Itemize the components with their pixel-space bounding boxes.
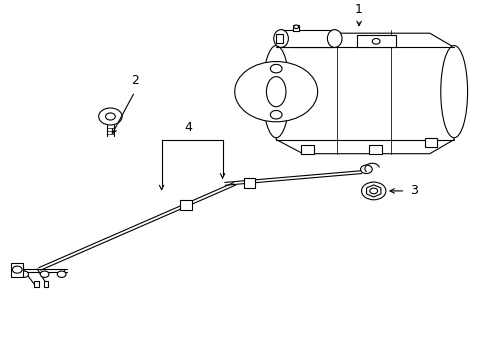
Circle shape xyxy=(360,165,371,174)
Bar xyxy=(243,178,255,188)
Bar xyxy=(293,26,299,31)
Text: 1: 1 xyxy=(354,3,362,16)
Text: 3: 3 xyxy=(409,184,417,197)
Circle shape xyxy=(12,266,22,273)
Polygon shape xyxy=(103,111,117,122)
Ellipse shape xyxy=(440,46,467,138)
Circle shape xyxy=(105,113,115,120)
Bar xyxy=(281,30,334,48)
Circle shape xyxy=(308,39,316,44)
Circle shape xyxy=(234,62,317,122)
Bar xyxy=(356,35,395,48)
Circle shape xyxy=(270,64,282,73)
Circle shape xyxy=(20,271,28,278)
Circle shape xyxy=(293,25,298,28)
Circle shape xyxy=(99,108,122,125)
Bar xyxy=(368,145,382,154)
Ellipse shape xyxy=(262,46,289,138)
Text: 4: 4 xyxy=(184,121,192,134)
Polygon shape xyxy=(276,33,453,154)
Circle shape xyxy=(57,271,66,278)
Bar xyxy=(11,262,23,277)
Circle shape xyxy=(361,182,385,200)
Circle shape xyxy=(369,188,377,194)
Bar xyxy=(293,35,331,48)
Text: 2: 2 xyxy=(131,75,139,87)
Circle shape xyxy=(270,111,282,119)
Bar xyxy=(34,281,39,287)
Bar xyxy=(424,138,436,147)
Polygon shape xyxy=(366,185,380,197)
Bar xyxy=(300,145,314,154)
Bar xyxy=(276,34,283,43)
Circle shape xyxy=(371,39,379,44)
Ellipse shape xyxy=(273,30,288,48)
Bar xyxy=(180,200,191,210)
Circle shape xyxy=(40,271,49,278)
Bar xyxy=(43,281,48,287)
Ellipse shape xyxy=(327,30,341,48)
Ellipse shape xyxy=(266,77,285,107)
